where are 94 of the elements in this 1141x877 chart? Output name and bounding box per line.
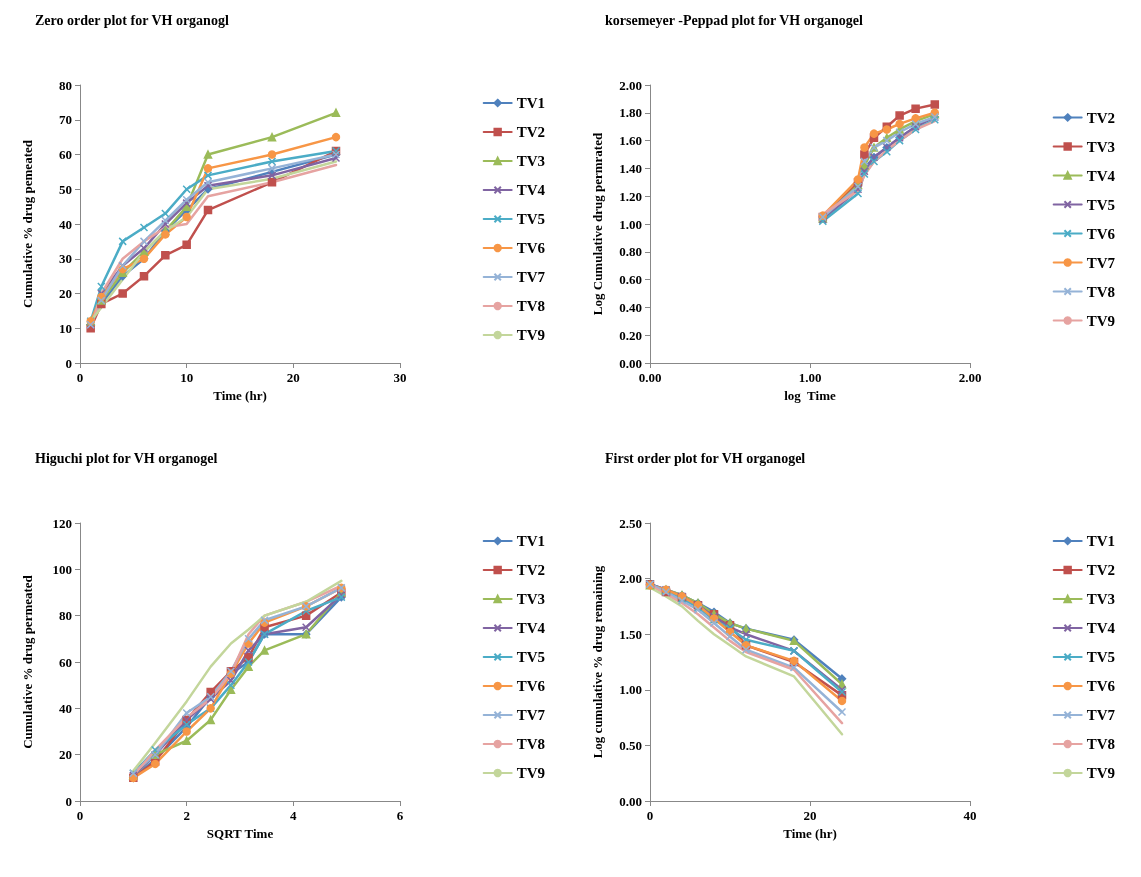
- y-tick-label: 100: [52, 561, 72, 577]
- chart-title: First order plot for VH organogel: [605, 450, 806, 466]
- y-tick-label: 2.00: [619, 77, 642, 93]
- x-tick-label: 40: [963, 808, 977, 823]
- y-tick-label: 60: [59, 147, 72, 162]
- legend-label: TV9: [1086, 765, 1116, 781]
- x-tick-label: 2: [183, 808, 190, 823]
- legend-label: TV5: [1086, 649, 1116, 665]
- legend-label: TV8: [516, 736, 546, 752]
- legend-label: TV9: [516, 765, 546, 781]
- y-tick-label: 20: [59, 747, 72, 763]
- chart-title: Zero order plot for VH organogl: [35, 12, 229, 28]
- legend-label: TV9: [1086, 312, 1116, 329]
- x-tick-label: 0: [646, 808, 654, 823]
- x-tick-label: 0: [76, 808, 84, 823]
- y-tick-label: 0.20: [619, 327, 642, 343]
- y-tick-label: 70: [59, 112, 72, 128]
- legend-label: TV2: [1086, 562, 1116, 578]
- y-axis-title: Log Cumulative drug permrated: [590, 132, 605, 316]
- legend-label: TV7: [1086, 707, 1116, 723]
- legend-label: TV2: [1086, 109, 1116, 126]
- x-tick-label: 20: [286, 370, 300, 385]
- y-tick-label: 1.40: [619, 160, 642, 176]
- x-axis-title: Time (hr): [783, 826, 837, 841]
- x-tick-label: 0: [76, 370, 84, 385]
- y-tick-label: 0: [65, 355, 72, 371]
- chart-title: korsemeyer -Peppad plot for VH organogel: [605, 12, 863, 28]
- legend-label: TV6: [1086, 225, 1116, 242]
- y-tick-label: 1.20: [619, 188, 642, 204]
- y-tick-label: 60: [59, 654, 72, 670]
- x-tick-label: 4: [290, 808, 298, 823]
- y-tick-label: 1.50: [619, 626, 642, 642]
- x-axis-title: Time (hr): [213, 388, 267, 403]
- y-tick-label: 20: [59, 286, 72, 301]
- y-tick-label: 0.40: [619, 299, 642, 315]
- legend-label: TV8: [1086, 283, 1116, 300]
- legend-label: TV4: [516, 182, 546, 198]
- y-tick-label: 80: [59, 77, 72, 93]
- legend-label: TV4: [516, 620, 546, 636]
- y-tick-label: 80: [59, 608, 72, 624]
- legend-label: TV6: [516, 678, 546, 694]
- legend-label: TV4: [1086, 620, 1116, 636]
- legend-label: TV6: [1086, 678, 1116, 694]
- y-tick-label: 10: [59, 320, 72, 336]
- legend-label: TV1: [516, 95, 546, 111]
- y-axis-title: Cumulative % drug pemeated: [20, 139, 35, 308]
- legend-label: TV8: [1086, 736, 1116, 752]
- chart-title: Higuchi plot for VH organogel: [35, 450, 218, 466]
- x-tick-label: 6: [396, 808, 404, 823]
- legend-label: TV7: [516, 707, 546, 723]
- legend-label: TV5: [516, 211, 546, 227]
- y-tick-label: 0.50: [619, 737, 642, 753]
- x-tick-label: 2.00: [958, 370, 982, 385]
- y-tick-label: 1.00: [619, 682, 642, 698]
- y-tick-label: 2.00: [619, 571, 642, 587]
- y-tick-label: 120: [52, 515, 72, 531]
- legend-label: TV4: [1086, 167, 1116, 184]
- legend-label: TV7: [1086, 254, 1116, 271]
- legend-label: TV9: [516, 327, 546, 343]
- y-tick-label: 30: [59, 251, 72, 267]
- y-tick-label: 1.60: [619, 133, 642, 149]
- y-tick-label: 50: [59, 181, 72, 197]
- y-tick-label: 0.00: [619, 355, 642, 371]
- legend-label: TV3: [516, 591, 546, 607]
- y-tick-label: 1.80: [619, 105, 642, 121]
- y-tick-label: 2.50: [619, 515, 642, 531]
- legend-label: TV1: [1086, 533, 1116, 549]
- x-tick-label: 20: [803, 808, 817, 823]
- y-tick-label: 0.60: [619, 272, 642, 288]
- legend-label: TV8: [516, 298, 546, 314]
- y-axis-title: Log cumulative % drug remaining: [590, 565, 605, 759]
- legend-label: TV6: [516, 240, 546, 256]
- x-axis-title: SQRT Time: [206, 826, 274, 841]
- y-tick-label: 40: [59, 700, 72, 716]
- legend-label: TV7: [516, 269, 546, 285]
- y-tick-label: 0.80: [619, 244, 642, 260]
- x-axis-title: log Time: [784, 388, 836, 403]
- legend-label: TV1: [516, 533, 546, 549]
- legend-label: TV2: [516, 562, 546, 578]
- x-tick-label: 30: [393, 370, 407, 385]
- x-tick-label: 0.00: [638, 370, 662, 385]
- legend-label: TV3: [1086, 591, 1116, 607]
- y-axis-title: Cumulative % drug permeated: [20, 574, 35, 749]
- y-tick-label: 0.00: [619, 793, 642, 809]
- y-tick-label: 40: [59, 216, 72, 232]
- legend-label: TV3: [516, 153, 546, 169]
- y-tick-label: 1.00: [619, 216, 642, 232]
- legend-label: TV3: [1086, 138, 1116, 155]
- legend-label: TV5: [1086, 196, 1116, 213]
- legend-label: TV2: [516, 124, 546, 140]
- x-tick-label: 1.00: [798, 370, 822, 385]
- y-tick-label: 0: [65, 793, 72, 809]
- legend-label: TV5: [516, 649, 546, 665]
- x-tick-label: 10: [180, 370, 194, 385]
